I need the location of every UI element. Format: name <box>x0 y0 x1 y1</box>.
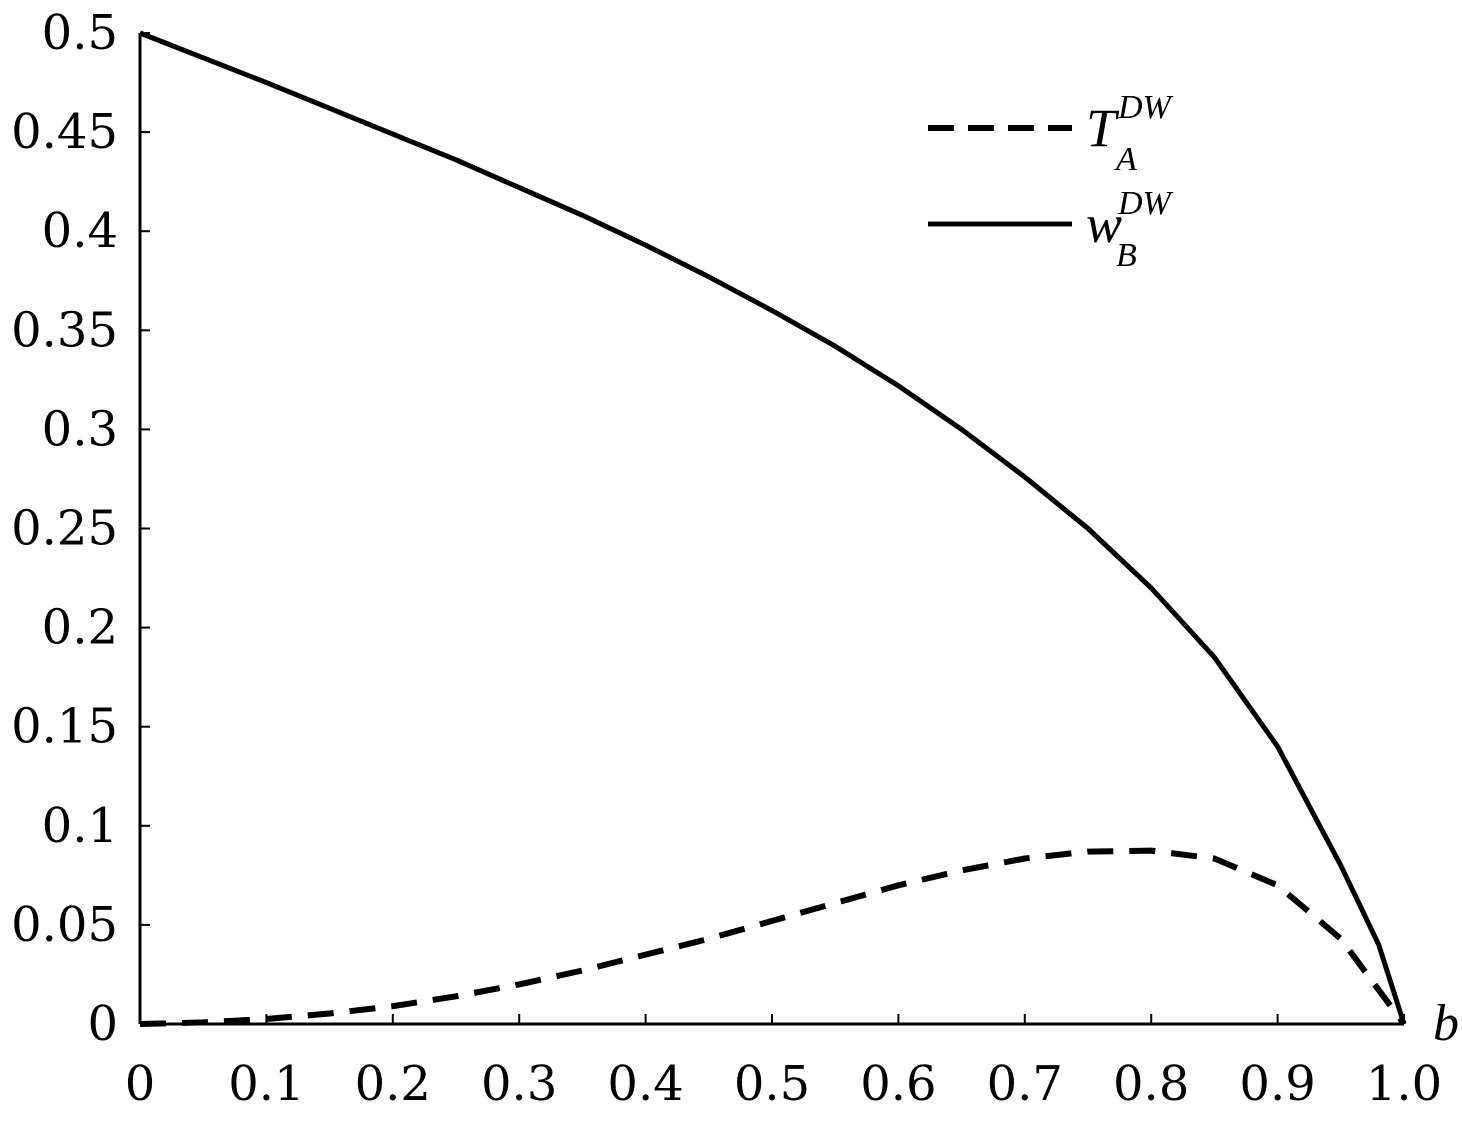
x-axis-label: b <box>1433 995 1459 1052</box>
y-tick-label: 0.3 <box>42 401 118 457</box>
y-tick-label: 0.35 <box>11 302 118 358</box>
x-tick-label: 0.1 <box>228 1056 304 1112</box>
y-axis-ticks: 0 0.05 0.1 0.15 0.2 0.25 0.3 0.35 0.4 0.45 0.5 <box>11 5 150 1052</box>
x-tick-label: 0.9 <box>1239 1056 1315 1112</box>
series-line-w-B-DW <box>139 30 1407 1025</box>
y-tick-label: 0.5 <box>42 5 118 61</box>
legend-label-sub: A <box>1114 141 1137 178</box>
x-tick-label: 0 <box>125 1056 156 1112</box>
x-tick-label: 0.4 <box>607 1056 683 1112</box>
series-line-T-A-DW <box>139 847 1407 1027</box>
y-tick-label: 0.2 <box>42 600 118 656</box>
series-layer <box>139 30 1407 1027</box>
x-tick-label: 0.8 <box>1113 1056 1189 1112</box>
x-tick-label: 0.7 <box>987 1056 1063 1112</box>
x-tick-label: 0.6 <box>860 1056 936 1112</box>
y-tick-label: 0.15 <box>11 699 118 755</box>
legend-label-main: T <box>1086 98 1120 158</box>
y-tick-label: 0.05 <box>11 897 118 953</box>
legend-label-sup: DW <box>1117 185 1174 222</box>
x-tick-label: 1.0 <box>1366 1056 1442 1112</box>
legend-label-main: w <box>1086 194 1122 254</box>
y-tick-label: 0.25 <box>11 501 118 557</box>
legend-label-sub: B <box>1116 237 1137 274</box>
y-tick-label: 0.45 <box>11 104 118 160</box>
legend-label-sup: DW <box>1117 89 1174 126</box>
y-tick-label: 0.1 <box>42 798 118 854</box>
y-tick-label: 0.4 <box>42 203 118 259</box>
x-tick-label: 0.2 <box>355 1056 431 1112</box>
y-tick-label: 0 <box>87 996 118 1052</box>
x-axis-ticks: 0 0.1 0.2 0.3 0.4 0.5 0.6 0.7 0.8 0.9 1.0 <box>125 1014 1442 1112</box>
plot-area <box>138 33 1404 1026</box>
x-tick-label: 0.3 <box>481 1056 557 1112</box>
x-tick-label: 0.5 <box>734 1056 810 1112</box>
